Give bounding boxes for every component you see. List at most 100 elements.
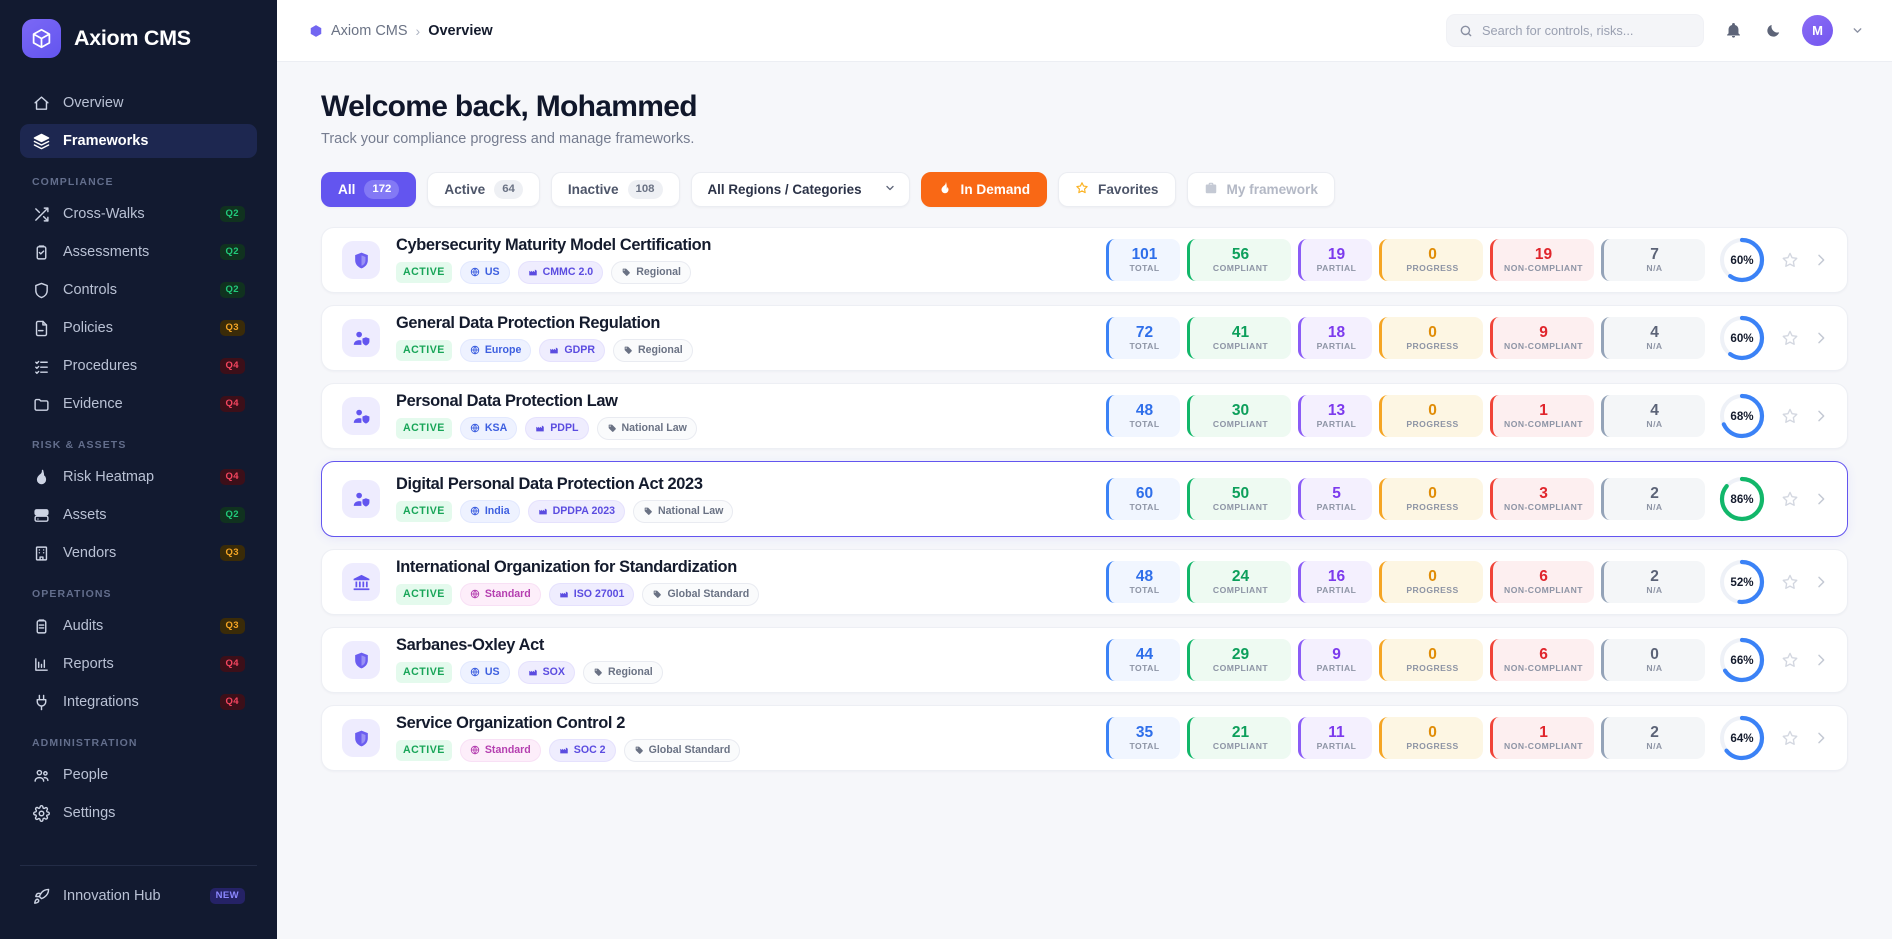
sidebar-item-overview[interactable]: Overview [20, 86, 257, 120]
chevron-right-icon[interactable] [1813, 252, 1829, 268]
filter-in-demand[interactable]: In Demand [920, 172, 1048, 207]
avatar[interactable]: M [1802, 15, 1833, 46]
framework-row[interactable]: Service Organization Control 2 ACTIVE Stan… [321, 705, 1848, 771]
favorite-star-icon[interactable] [1781, 573, 1799, 591]
stat-total: 48 TOTAL [1106, 395, 1180, 437]
framework-chips: ACTIVE US SOX Regional [396, 661, 996, 684]
sidebar-item-people[interactable]: People [20, 758, 257, 792]
favorite-star-icon[interactable] [1781, 251, 1799, 269]
sidebar-item-assets[interactable]: Assets Q2 [20, 498, 257, 532]
chevron-right-icon[interactable] [1813, 330, 1829, 346]
framework-row[interactable]: Personal Data Protection Law ACTIVE KSA PDP… [321, 383, 1848, 449]
sidebar-item-cross-walks[interactable]: Cross-Walks Q2 [20, 197, 257, 231]
page-subtitle: Track your compliance progress and manag… [321, 131, 695, 147]
quarter-badge: Q4 [219, 694, 245, 710]
stat-label: PROGRESS [1406, 741, 1459, 752]
star-icon [1075, 181, 1089, 198]
stat-value: 101 [1131, 245, 1158, 263]
sidebar-item-audits[interactable]: Audits Q3 [20, 609, 257, 643]
search-input[interactable] [1482, 23, 1691, 38]
category-chip: Regional [611, 261, 691, 284]
stat-compliant: 56 COMPLIANT [1187, 239, 1291, 281]
row-actions [1781, 329, 1829, 347]
category-chip: National Law [596, 417, 697, 440]
framework-row[interactable]: Sarbanes-Oxley Act ACTIVE US SOX Regional 44 T… [321, 627, 1848, 693]
chevron-right-icon[interactable] [1813, 652, 1829, 668]
sidebar-item-assessments[interactable]: Assessments Q2 [20, 235, 257, 269]
filter-inactive[interactable]: Inactive 108 [550, 172, 680, 207]
sidebar-item-policies[interactable]: Policies Q3 [20, 311, 257, 345]
sidebar-item-integrations[interactable]: Integrations Q4 [20, 685, 257, 719]
framework-row[interactable]: General Data Protection Regulation ACTIVE… [321, 305, 1848, 371]
favorite-star-icon[interactable] [1781, 490, 1799, 508]
stat-progress: 0 PROGRESS [1379, 239, 1483, 281]
filter-favorites[interactable]: Favorites [1058, 172, 1176, 207]
sidebar-item-frameworks[interactable]: Frameworks [20, 124, 257, 158]
status-badge: ACTIVE [396, 662, 452, 683]
moon-icon[interactable] [1762, 20, 1784, 42]
chevron-down-icon[interactable] [1851, 24, 1864, 37]
region-category-select[interactable]: All Regions / Categories [690, 172, 910, 207]
stat-label: PARTIAL [1316, 419, 1357, 430]
search-box[interactable] [1446, 14, 1704, 47]
sidebar-item-controls[interactable]: Controls Q2 [20, 273, 257, 307]
sidebar-item-risk-heatmap[interactable]: Risk Heatmap Q4 [20, 460, 257, 494]
stat-non-compliant: 6 NON-COMPLIANT [1490, 561, 1594, 603]
breadcrumb-root[interactable]: Axiom CMS [331, 22, 408, 39]
sidebar-item-settings[interactable]: Settings [20, 796, 257, 830]
stat-label: NON-COMPLIANT [1504, 663, 1583, 674]
stat-value: 0 [1650, 645, 1659, 663]
framework-row[interactable]: International Organization for Standardi… [321, 549, 1848, 615]
globe-icon [470, 589, 480, 599]
favorite-star-icon[interactable] [1781, 651, 1799, 669]
server-icon [32, 506, 50, 524]
favorite-star-icon[interactable] [1781, 729, 1799, 747]
stat-label: COMPLIANT [1212, 341, 1269, 352]
sidebar-item-evidence[interactable]: Evidence Q4 [20, 387, 257, 421]
stat-label: COMPLIANT [1212, 741, 1269, 752]
category-chip: Regional [582, 661, 663, 684]
stat-label: PARTIAL [1316, 341, 1357, 352]
sidebar-item-innovation-hub[interactable]: Innovation Hub NEW [20, 879, 257, 913]
filter-active[interactable]: Active 64 [427, 172, 540, 207]
sidebar-item-label: Procedures [63, 358, 138, 374]
sidebar-item-reports[interactable]: Reports Q4 [20, 647, 257, 681]
shield-icon [342, 719, 380, 757]
stat-value: 4 [1650, 323, 1659, 341]
region-chip: KSA [459, 417, 518, 440]
filter-all[interactable]: All 172 [321, 172, 417, 207]
stat-value: 19 [1534, 245, 1553, 263]
chevron-right-icon[interactable] [1813, 491, 1829, 507]
chevron-right-icon[interactable] [1813, 408, 1829, 424]
chevron-right-icon[interactable] [1813, 730, 1829, 746]
bell-icon[interactable] [1722, 20, 1744, 42]
stat-partial: 19 PARTIAL [1298, 239, 1372, 281]
stat-value: 7 [1650, 245, 1659, 263]
tag-icon [621, 267, 631, 277]
brand[interactable]: Axiom CMS [0, 0, 277, 77]
stat-value: 13 [1327, 401, 1346, 419]
framework-title: Sarbanes-Oxley Act [396, 636, 544, 655]
stat-label: PROGRESS [1406, 585, 1459, 596]
stat-label: N/A [1646, 663, 1663, 674]
framework-row[interactable]: Cybersecurity Maturity Model Certificati… [321, 227, 1848, 293]
favorite-star-icon[interactable] [1781, 407, 1799, 425]
stat-label: PARTIAL [1316, 502, 1357, 513]
framework-row[interactable]: Digital Personal Data Protection Act 202… [321, 461, 1848, 537]
stat-compliant: 29 COMPLIANT [1187, 639, 1291, 681]
tag-icon [643, 506, 653, 516]
sidebar-item-label: Overview [63, 95, 124, 111]
stat-label: PROGRESS [1406, 663, 1459, 674]
filter-my-framework[interactable]: My framework [1186, 172, 1335, 207]
framework-title: Personal Data Protection Law [396, 392, 618, 411]
sidebar-item-label: Assets [63, 507, 107, 523]
sidebar-item-vendors[interactable]: Vendors Q3 [20, 536, 257, 570]
gear-icon [32, 804, 50, 822]
globe-icon [470, 345, 480, 355]
stat-value: 2 [1650, 484, 1659, 502]
sidebar-item-procedures[interactable]: Procedures Q4 [20, 349, 257, 383]
favorite-star-icon[interactable] [1781, 329, 1799, 347]
chevron-right-icon[interactable] [1813, 574, 1829, 590]
stat-value: 0 [1428, 245, 1437, 263]
framework-title: Digital Personal Data Protection Act 202… [396, 475, 703, 494]
